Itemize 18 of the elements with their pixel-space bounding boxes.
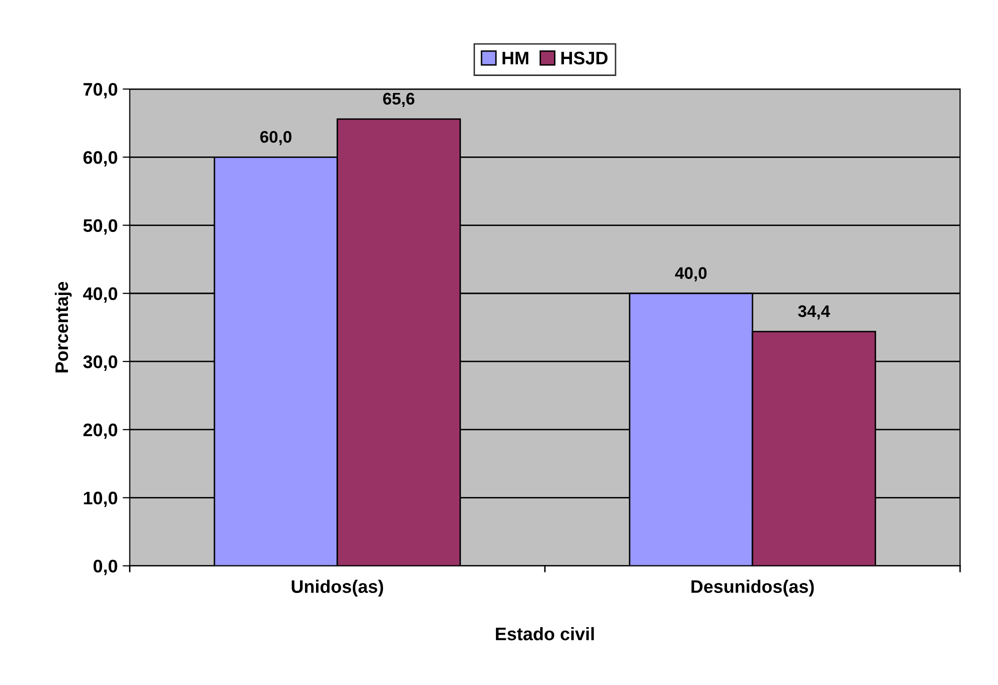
y-tick-label: 60,0 [83,151,118,166]
x-tick-label: Unidos(as) [292,580,384,597]
y-axis-title: Porcentaje [54,282,72,372]
y-tick-label: 20,0 [83,424,118,439]
data-label: 34,4 [798,305,830,320]
legend-label: HM [502,52,528,64]
y-tick-label: 50,0 [83,219,118,235]
y-tick-label: 70,0 [84,82,118,98]
data-label: 40,0 [675,267,707,282]
y-tick-label: 10,0 [84,492,118,508]
data-label: 60,0 [260,130,292,146]
y-tick-label: 0,0 [94,560,118,576]
x-tick-label: Desunidos(as) [692,580,814,597]
legend-label: HSJD [561,52,608,64]
x-axis-title: Estado civil [496,627,594,640]
y-tick-label: 30,0 [83,355,118,371]
y-tick-label: 40,0 [83,287,118,303]
data-label: 65,6 [383,92,414,108]
